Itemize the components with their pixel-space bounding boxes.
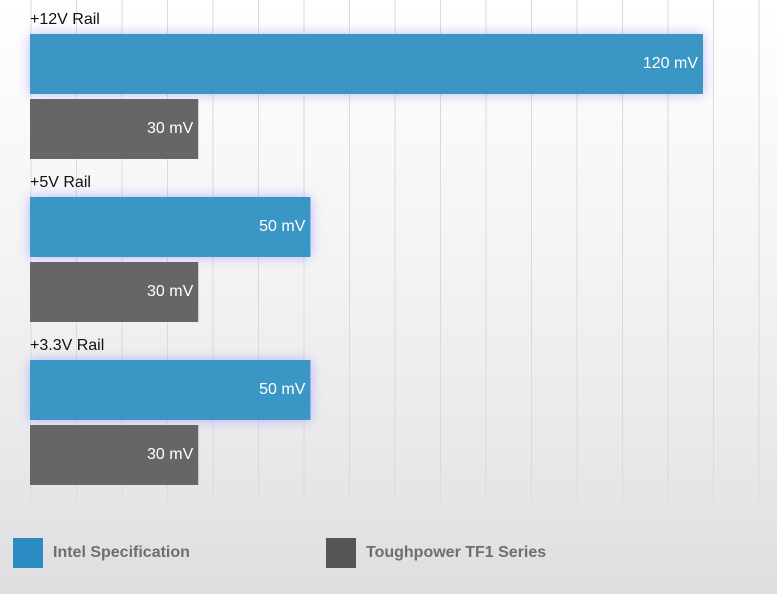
legend-swatch-intel [13, 538, 43, 568]
bar-intel-specification-12v-rail [30, 34, 703, 94]
legend-item-toughpower: Toughpower TF1 Series [326, 537, 546, 569]
labels: +12V Rail 120 mV 30 mV +5V Rail 50 mV 30 mV +3… [30, 11, 698, 463]
bar-intel-specification-5v-rail [30, 197, 311, 257]
data-label-intel-specification-3-3v-rail: 50 mV [259, 381, 306, 398]
data-label-intel-specification-5v-rail: 50 mV [259, 218, 306, 235]
bars [30, 34, 703, 485]
category-label-12v-rail: +12V Rail [30, 11, 100, 28]
legend-label-intel: Intel Specification [53, 544, 190, 561]
bar-toughpower-tf1-series-5v-rail [30, 262, 199, 322]
data-label-toughpower-tf1-series-12v-rail: 30 mV [147, 120, 194, 137]
legend-swatch-toughpower [326, 538, 356, 568]
data-label-toughpower-tf1-series-3-3v-rail: 30 mV [147, 446, 194, 463]
legend: Intel Specification Toughpower TF1 Serie… [0, 537, 777, 569]
bar-toughpower-tf1-series-12v-rail [30, 99, 199, 159]
data-label-intel-specification-12v-rail: 120 mV [643, 55, 698, 72]
category-label-5v-rail: +5V Rail [30, 174, 91, 191]
data-label-toughpower-tf1-series-5v-rail: 30 mV [147, 283, 194, 300]
legend-label-toughpower: Toughpower TF1 Series [366, 544, 547, 561]
legend-item-intel-specification: Intel Specification [13, 537, 190, 569]
bar-intel-specification-3-3v-rail [30, 360, 311, 420]
category-label-3-3v-rail: +3.3V Rail [30, 337, 104, 354]
bar-toughpower-tf1-series-3-3v-rail [30, 425, 199, 485]
